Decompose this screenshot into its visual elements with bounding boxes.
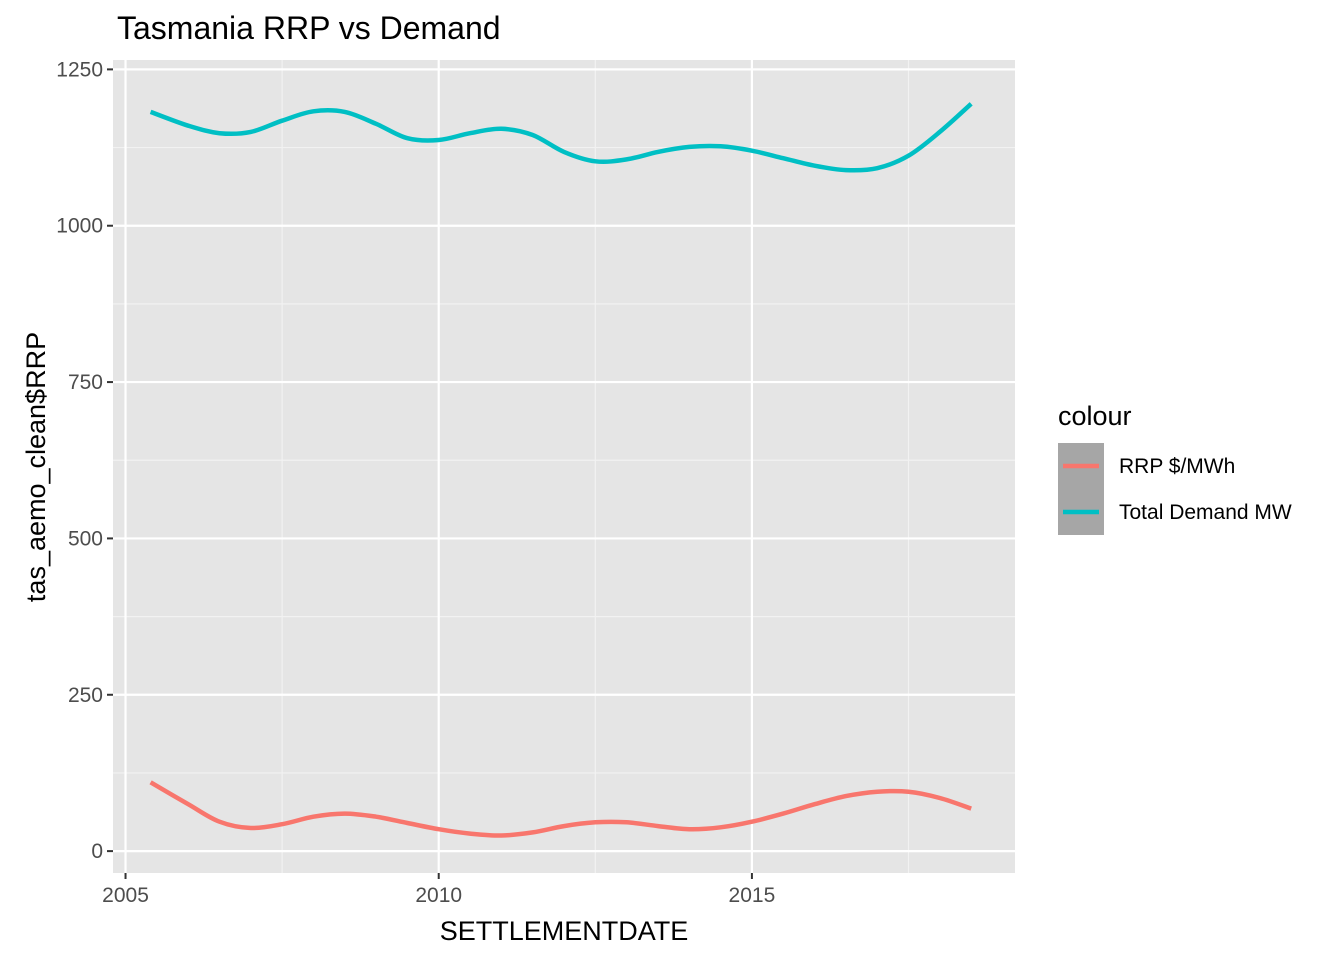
legend-title: colour	[1058, 401, 1132, 431]
x-tick-label: 2005	[102, 884, 149, 907]
y-tick-label: 1250	[56, 58, 103, 81]
chart-title: Tasmania RRP vs Demand	[117, 10, 501, 46]
series-lines	[149, 102, 973, 838]
x-tick-label: 2010	[415, 884, 462, 907]
minor-gridlines	[113, 60, 1015, 873]
legend: colour RRP $/MWh Total Demand MW	[1058, 401, 1292, 535]
legend-label-rrp: RRP $/MWh	[1119, 455, 1235, 478]
x-axis-title: SETTLEMENTDATE	[440, 916, 689, 946]
x-tick-label: 2015	[729, 884, 776, 907]
y-tick-label: 750	[68, 371, 103, 394]
legend-item-demand: Total Demand MW	[1058, 489, 1292, 535]
y-tick-label: 250	[68, 684, 103, 707]
y-axis-title: tas_aemo_clean$RRP	[21, 332, 51, 602]
plot-panel	[113, 60, 1015, 873]
series-line-1	[149, 102, 973, 173]
y-tick-label: 500	[68, 527, 103, 550]
y-tick-label: 0	[91, 840, 103, 863]
y-axis: 0 250 500 750 1000 1250	[56, 58, 113, 863]
x-axis: 2005 2010 2015	[102, 873, 775, 907]
major-gridlines	[113, 60, 1015, 873]
legend-label-demand: Total Demand MW	[1119, 501, 1292, 524]
y-tick-label: 1000	[56, 215, 103, 238]
legend-item-rrp: RRP $/MWh	[1058, 443, 1235, 489]
series-line-0	[149, 780, 972, 838]
